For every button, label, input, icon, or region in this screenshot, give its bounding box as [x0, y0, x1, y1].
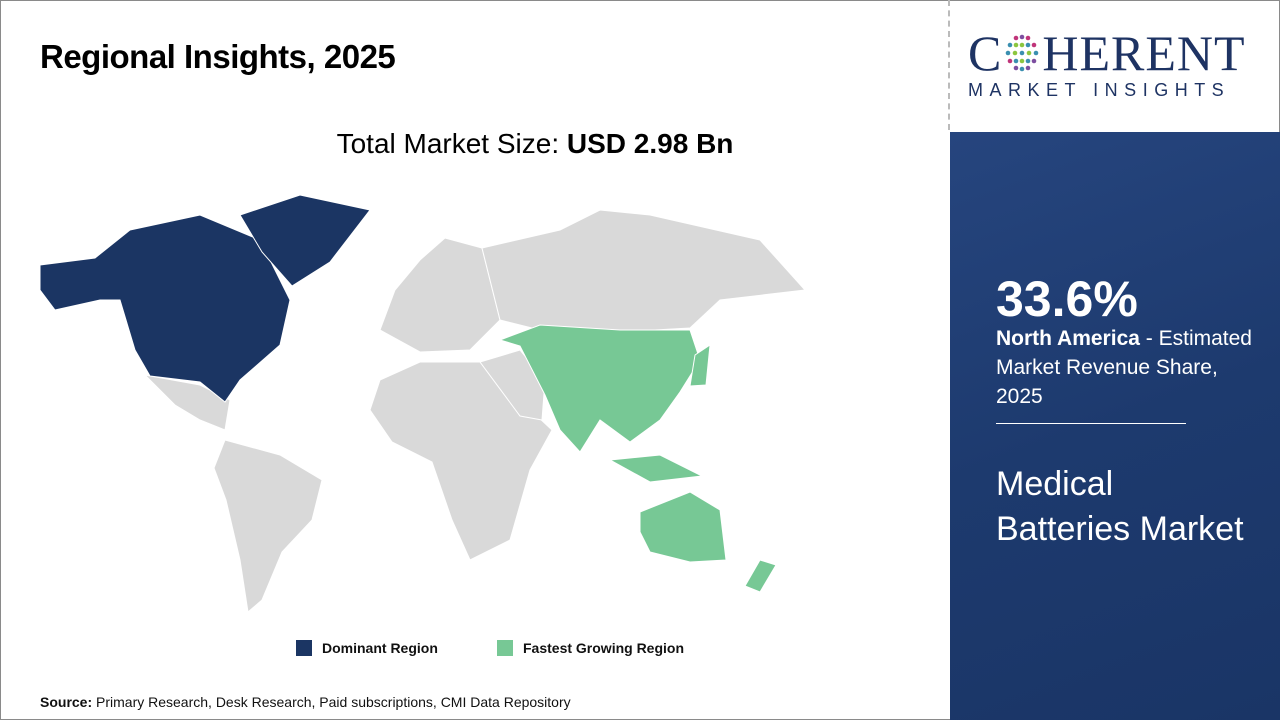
world-map: [39, 194, 807, 613]
total-market-size: Total Market Size: USD 2.98 Bn: [0, 128, 1070, 160]
region-australia: [639, 491, 727, 563]
region-south-america: [213, 439, 323, 613]
market-size-value: USD 2.98 Bn: [566, 128, 734, 159]
market-size-label: Total Market Size:: [336, 128, 560, 159]
region-new-zealand: [744, 559, 777, 593]
source-note: Source: Primary Research, Desk Research,…: [40, 694, 571, 710]
region-asia: [498, 324, 701, 453]
share-description: North America - Estimated Market Revenue…: [996, 324, 1266, 411]
region-middle-east: [479, 349, 546, 421]
source-text: Primary Research, Desk Research, Paid su…: [92, 694, 571, 710]
globe-dots-icon: [1006, 34, 1039, 72]
logo-wordmark: C HERENT: [968, 25, 1246, 81]
panel-divider: [996, 423, 1186, 424]
legend-dominant: Dominant Region: [296, 640, 438, 656]
legend-fastest: Fastest Growing Region: [497, 640, 684, 656]
fastest-swatch: [497, 640, 513, 656]
market-name: Medical Batteries Market: [996, 465, 1244, 548]
company-logo: C HERENT MARKET INSIGHTS: [968, 28, 1268, 101]
region-russia: [481, 209, 807, 333]
logo-tagline: MARKET INSIGHTS: [968, 80, 1231, 100]
region-europe: [379, 237, 501, 353]
dominant-swatch: [296, 640, 312, 656]
region-japan: [689, 343, 711, 387]
region-southeast-asia-islands: [608, 454, 704, 483]
share-region: North America: [996, 327, 1140, 350]
region-greenland: [239, 194, 371, 287]
region-north-america: [39, 214, 291, 403]
region-central-america: [143, 374, 231, 431]
legend-fastest-label: Fastest Growing Region: [523, 640, 685, 656]
share-desc-text: - Estimated Market Revenue Share, 2025: [996, 327, 1252, 408]
insight-panel: 33.6% North America - Estimated Market R…: [950, 132, 1280, 720]
divider: [948, 0, 950, 130]
page-title: Regional Insights, 2025: [40, 38, 396, 75]
legend-dominant-label: Dominant Region: [322, 640, 438, 656]
share-value: 33.6%: [996, 271, 1138, 327]
source-label: Source:: [40, 694, 93, 710]
